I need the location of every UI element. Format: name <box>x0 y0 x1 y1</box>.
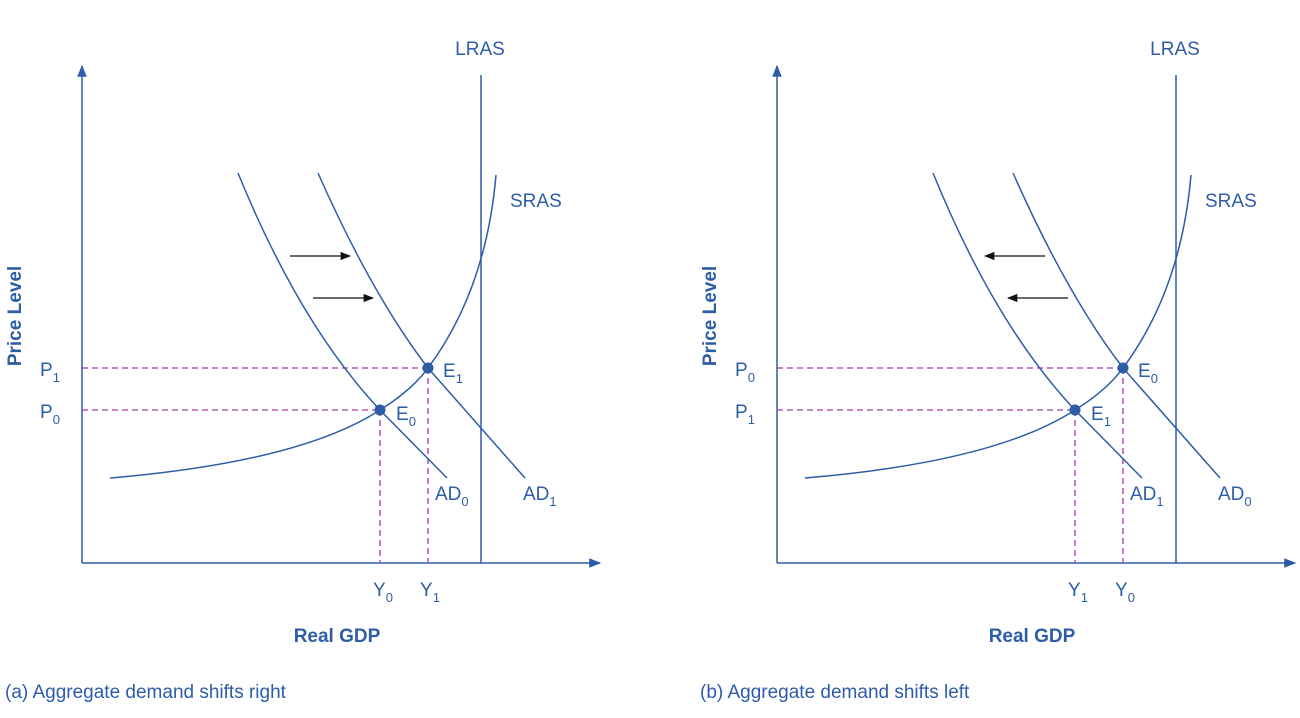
equilibrium-point <box>1069 404 1081 416</box>
upper-point-label-subscript: 0 <box>1151 371 1158 386</box>
ad-outer-label: AD0 <box>1218 484 1252 509</box>
right-gdp-label-subscript: 0 <box>1128 590 1135 605</box>
ad-inner-curve <box>237 172 448 479</box>
y-axis-label: Price Level <box>5 266 26 366</box>
sras-label: SRAS <box>510 191 562 212</box>
ad-inner-label-subscript: 0 <box>461 494 468 509</box>
ad-inner-label-subscript: 1 <box>1156 494 1163 509</box>
upper-point-label-text: E <box>443 361 456 382</box>
ad-inner-curve <box>932 172 1143 479</box>
sras-curve <box>804 174 1192 479</box>
ad-outer-curve <box>317 172 526 479</box>
ad-inner-label-text: AD <box>435 484 461 505</box>
right-gdp-label: Y0 <box>1115 580 1135 605</box>
caption: (a) Aggregate demand shifts right <box>5 682 287 703</box>
ad-outer-label-text: AD <box>523 484 549 505</box>
upper-point-label-text: E <box>1138 361 1151 382</box>
x-axis-label: Real GDP <box>294 626 381 647</box>
sras-curve <box>109 174 497 479</box>
right-gdp-label: Y1 <box>420 580 440 605</box>
upper-point-label-subscript: 1 <box>456 371 463 386</box>
ad-outer-label-subscript: 0 <box>1244 494 1251 509</box>
left-gdp-label: Y1 <box>1068 580 1088 605</box>
lower-point-label-text: E <box>1091 404 1104 425</box>
ad-outer-label-text: AD <box>1218 484 1244 505</box>
lower-price-label: P1 <box>735 402 755 427</box>
equilibrium-point <box>1117 362 1129 374</box>
lower-point-label: E0 <box>396 404 416 429</box>
upper-price-label-text: P <box>40 360 53 381</box>
lower-point-label-subscript: 1 <box>1104 414 1111 429</box>
upper-price-label-text: P <box>735 360 748 381</box>
ad-inner-label-text: AD <box>1130 484 1156 505</box>
right-gdp-label-text: Y <box>420 580 433 601</box>
right-gdp-label-subscript: 1 <box>433 590 440 605</box>
ad-outer-curve <box>1012 172 1221 479</box>
upper-price-label-subscript: 0 <box>748 370 755 385</box>
lower-price-label: P0 <box>40 402 60 427</box>
upper-price-label: P1 <box>40 360 60 385</box>
left-gdp-label-subscript: 1 <box>1081 590 1088 605</box>
sras-label: SRAS <box>1205 191 1257 212</box>
x-axis-label: Real GDP <box>989 626 1076 647</box>
ad-inner-label: AD1 <box>1130 484 1164 509</box>
lower-point-label-subscript: 0 <box>409 414 416 429</box>
ad-outer-label: AD1 <box>523 484 557 509</box>
equilibrium-point <box>422 362 434 374</box>
lras-label: LRAS <box>455 39 505 60</box>
lower-price-label-subscript: 0 <box>53 412 60 427</box>
lras-label: LRAS <box>1150 39 1200 60</box>
upper-point-label: E0 <box>1138 361 1158 386</box>
equilibrium-point <box>374 404 386 416</box>
lower-point-label-text: E <box>396 404 409 425</box>
lower-price-label-text: P <box>40 402 53 423</box>
y-axis-label: Price Level <box>700 266 721 366</box>
right-gdp-label-text: Y <box>1115 580 1128 601</box>
left-gdp-label: Y0 <box>373 580 393 605</box>
left-gdp-label-text: Y <box>1068 580 1081 601</box>
lower-point-label: E1 <box>1091 404 1111 429</box>
lower-price-label-subscript: 1 <box>748 412 755 427</box>
ad-inner-label: AD0 <box>435 484 469 509</box>
caption: (b) Aggregate demand shifts left <box>700 682 970 703</box>
left-gdp-label-subscript: 0 <box>386 590 393 605</box>
upper-price-label: P0 <box>735 360 755 385</box>
ad-outer-label-subscript: 1 <box>549 494 556 509</box>
upper-price-label-subscript: 1 <box>53 370 60 385</box>
left-gdp-label-text: Y <box>373 580 386 601</box>
upper-point-label: E1 <box>443 361 463 386</box>
lower-price-label-text: P <box>735 402 748 423</box>
